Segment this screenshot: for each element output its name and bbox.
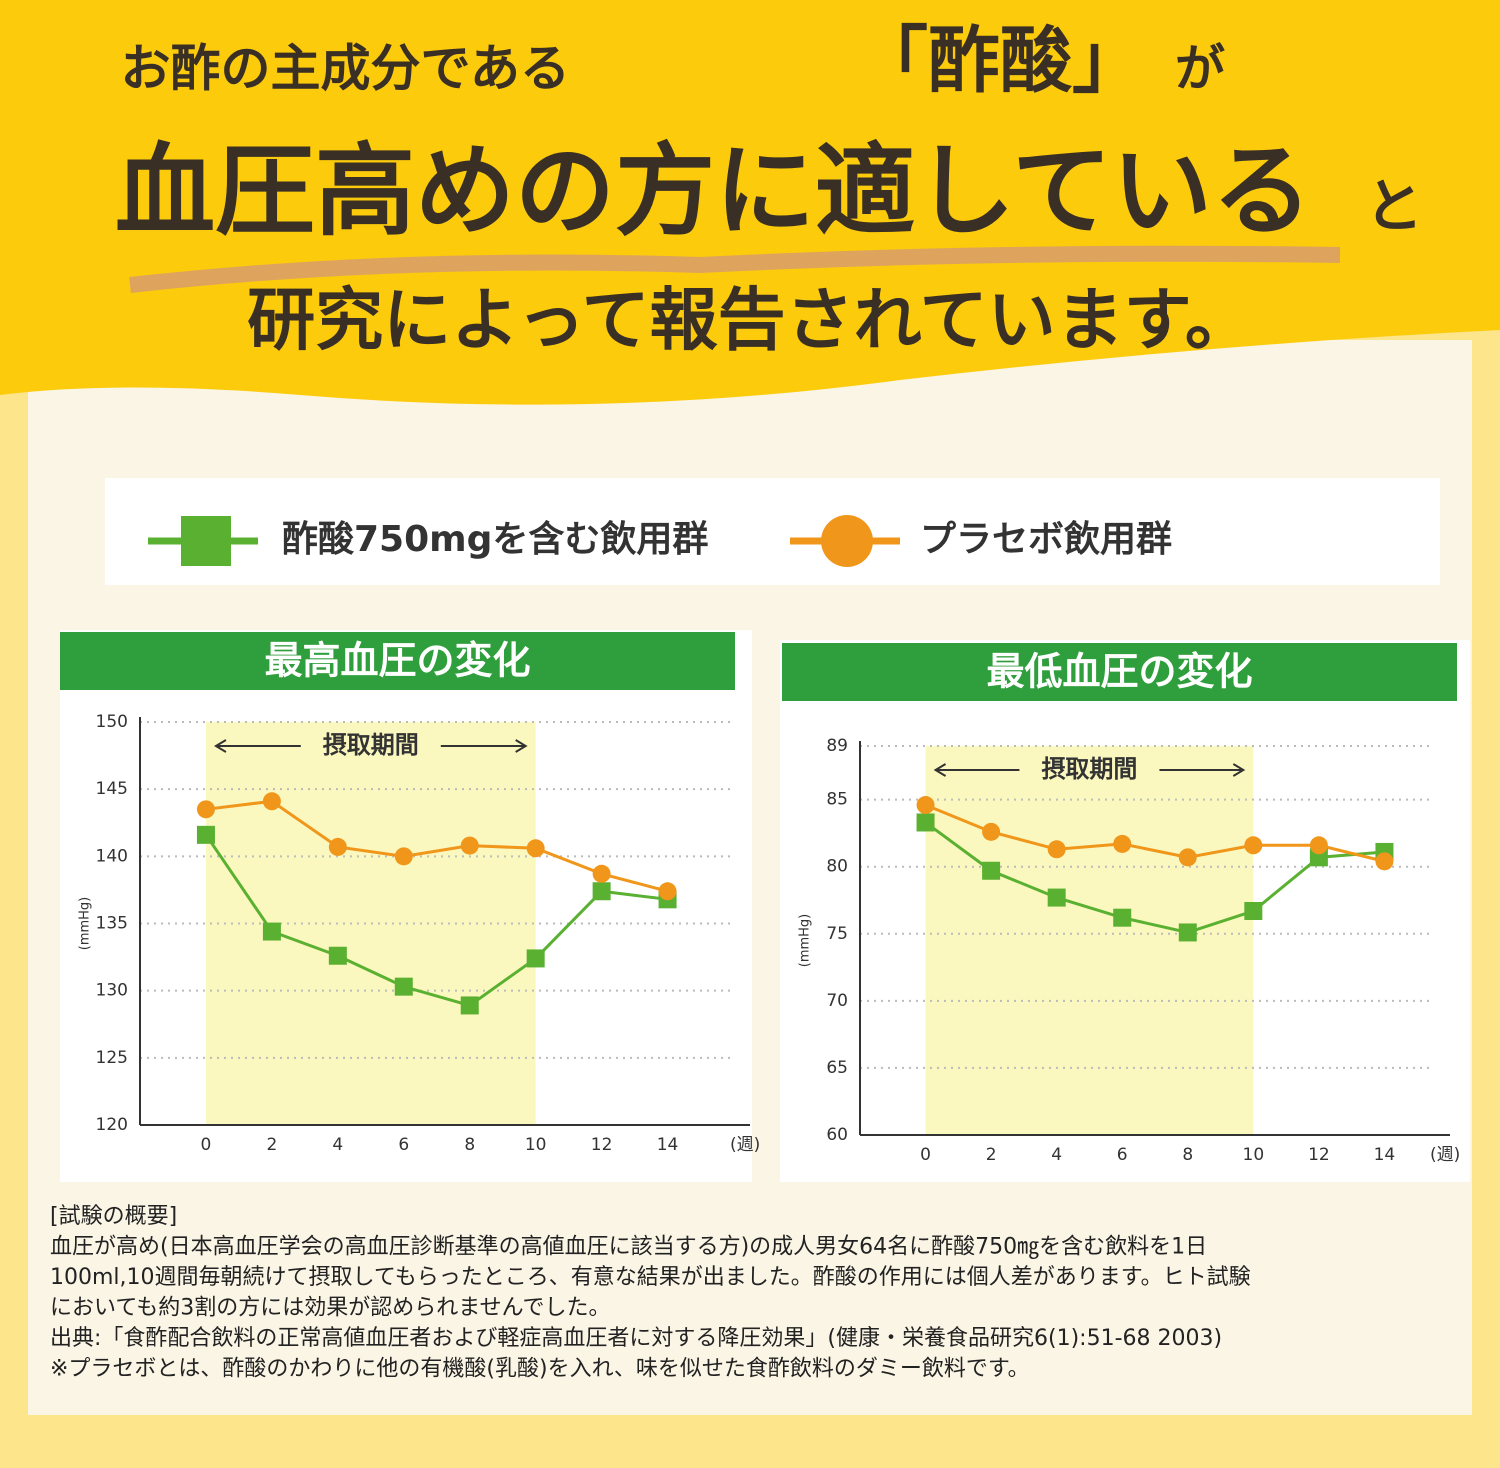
y-tick-label: 120 [96,1115,128,1135]
x-axis-label: (週) [730,1135,760,1155]
intake-label: 摂取期間 [1041,755,1137,783]
marker [916,813,935,832]
y-tick-label: 65 [826,1058,848,1078]
headline: と [1365,172,1423,240]
chart-title-bar [60,632,735,690]
x-tick-label: 2 [266,1135,277,1155]
arrow-head [1232,763,1246,777]
y-tick-label: 75 [826,924,848,944]
y-tick-label: 60 [826,1125,848,1145]
legend-label: 酢酸750mgを含む飲用群 [282,519,708,560]
marker [592,882,611,901]
legend [105,478,1440,585]
headline: が [1175,40,1225,98]
marker [1178,848,1197,867]
marker [1047,840,1066,859]
x-tick-label: 6 [398,1135,409,1155]
marker [1113,834,1132,853]
headline: お酢の主成分である [121,40,571,98]
x-tick-label: 4 [1051,1145,1062,1165]
series-line [924,821,1385,935]
legend-marker [821,515,873,567]
x-axis-label: (週) [1430,1145,1460,1165]
marker [328,837,347,856]
arrow-head [214,739,227,753]
x-tick-label: 14 [1374,1145,1396,1165]
marker [916,796,935,815]
x-tick-label: 14 [657,1135,679,1155]
y-axis-label: (mmHg) [78,897,93,951]
y-tick-label: 125 [96,1048,128,1068]
x-tick-label: 8 [1182,1145,1193,1165]
marker [526,949,545,968]
arrow-head [933,763,947,777]
note: ※プラセボとは、酢酸のかわりに他の有機酸(乳酸)を入れ、味を似せた食酢飲料のダミ… [50,1357,1030,1382]
marker [196,825,215,844]
y-axis-label: (mmHg) [798,914,813,968]
legend-label: プラセボ飲用群 [920,519,1172,560]
note: 出典:「食酢配合飲料の正常高値血圧者および軽症高血圧者に対する降圧効果」(健康・… [50,1326,1222,1351]
marker [1309,836,1328,855]
y-tick-label: 70 [826,991,848,1011]
series-line [204,833,668,1008]
legend-marker [181,516,231,566]
x-tick-label: 10 [1243,1145,1265,1165]
marker [526,839,545,858]
marker [1178,923,1197,942]
y-tick-label: 135 [96,914,128,934]
marker [592,864,611,883]
marker [982,861,1001,880]
marker [460,996,479,1015]
x-tick-label: 8 [464,1135,475,1155]
x-tick-label: 12 [591,1135,613,1155]
marker [394,977,413,996]
marker [1113,908,1132,927]
y-tick-label: 85 [826,790,848,810]
x-tick-label: 0 [201,1135,212,1155]
arrow-head [515,739,528,753]
y-tick-label: 80 [826,857,848,877]
x-tick-label: 6 [1117,1145,1128,1165]
marker [262,792,281,811]
note: 血圧が高め(日本高血圧学会の高血圧診断基準の高値血圧に該当する方)の成人男女64… [50,1235,1207,1261]
marker [394,847,413,866]
x-tick-label: 2 [986,1145,997,1165]
marker [460,836,479,855]
headline: 血圧高めの方に適している [115,132,1312,249]
headline: 研究によって報告されています。 [247,282,1253,361]
marker [196,800,215,819]
chart-title: 最高血圧の変化 [264,639,530,683]
x-tick-label: 12 [1308,1145,1330,1165]
intake-period [925,746,1254,1135]
y-tick-label: 145 [96,779,128,799]
marker [262,922,281,941]
x-tick-label: 0 [920,1145,931,1165]
marker [328,946,347,965]
y-tick-label: 150 [96,712,128,732]
header-band [0,0,1500,405]
note: [試験の概要] [50,1204,177,1229]
chart-title-bar [782,643,1457,701]
x-tick-label: 10 [525,1135,547,1155]
y-tick-label: 130 [96,981,128,1001]
intake-label: 摂取期間 [323,731,419,759]
y-tick-label: 89 [826,736,848,756]
marker [1244,836,1263,855]
marker [1047,888,1066,907]
marker [982,822,1001,841]
series-line [205,799,668,893]
note: 100ml,10週間毎朝続けて摂取してもらったところ、有意な結果が出ました。酢酸… [50,1265,1251,1290]
chart-title: 最低血圧の変化 [986,650,1252,694]
marker [1244,901,1263,920]
intake-period [205,722,536,1125]
marker [658,882,677,901]
headline: 「酢酸」 [856,19,1144,103]
marker [1375,852,1394,871]
underline [129,245,1341,293]
y-tick-label: 140 [96,846,128,866]
series-line [924,803,1385,863]
note: においても約3割の方には効果が認められませんでした。 [50,1296,610,1321]
x-tick-label: 4 [332,1135,343,1155]
